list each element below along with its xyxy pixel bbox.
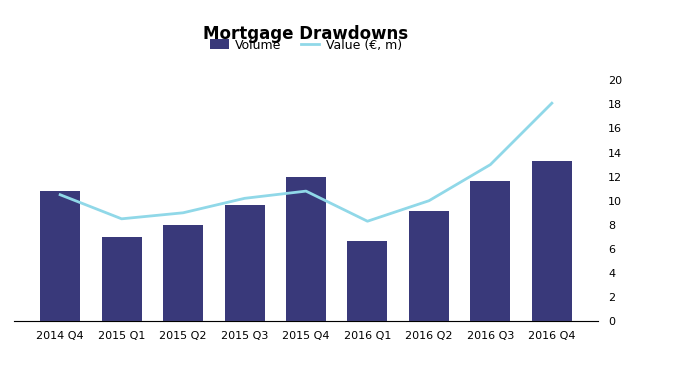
Bar xyxy=(409,211,449,321)
Title: Mortgage Drawdowns: Mortgage Drawdowns xyxy=(203,24,409,43)
Legend: Volume, Value (€, m): Volume, Value (€, m) xyxy=(205,34,407,57)
Bar xyxy=(40,191,80,321)
Bar xyxy=(532,161,572,321)
Bar xyxy=(163,225,203,321)
Bar xyxy=(347,241,388,321)
Bar xyxy=(286,177,326,321)
Bar xyxy=(224,205,265,321)
Bar xyxy=(101,237,141,321)
Bar xyxy=(471,181,511,321)
